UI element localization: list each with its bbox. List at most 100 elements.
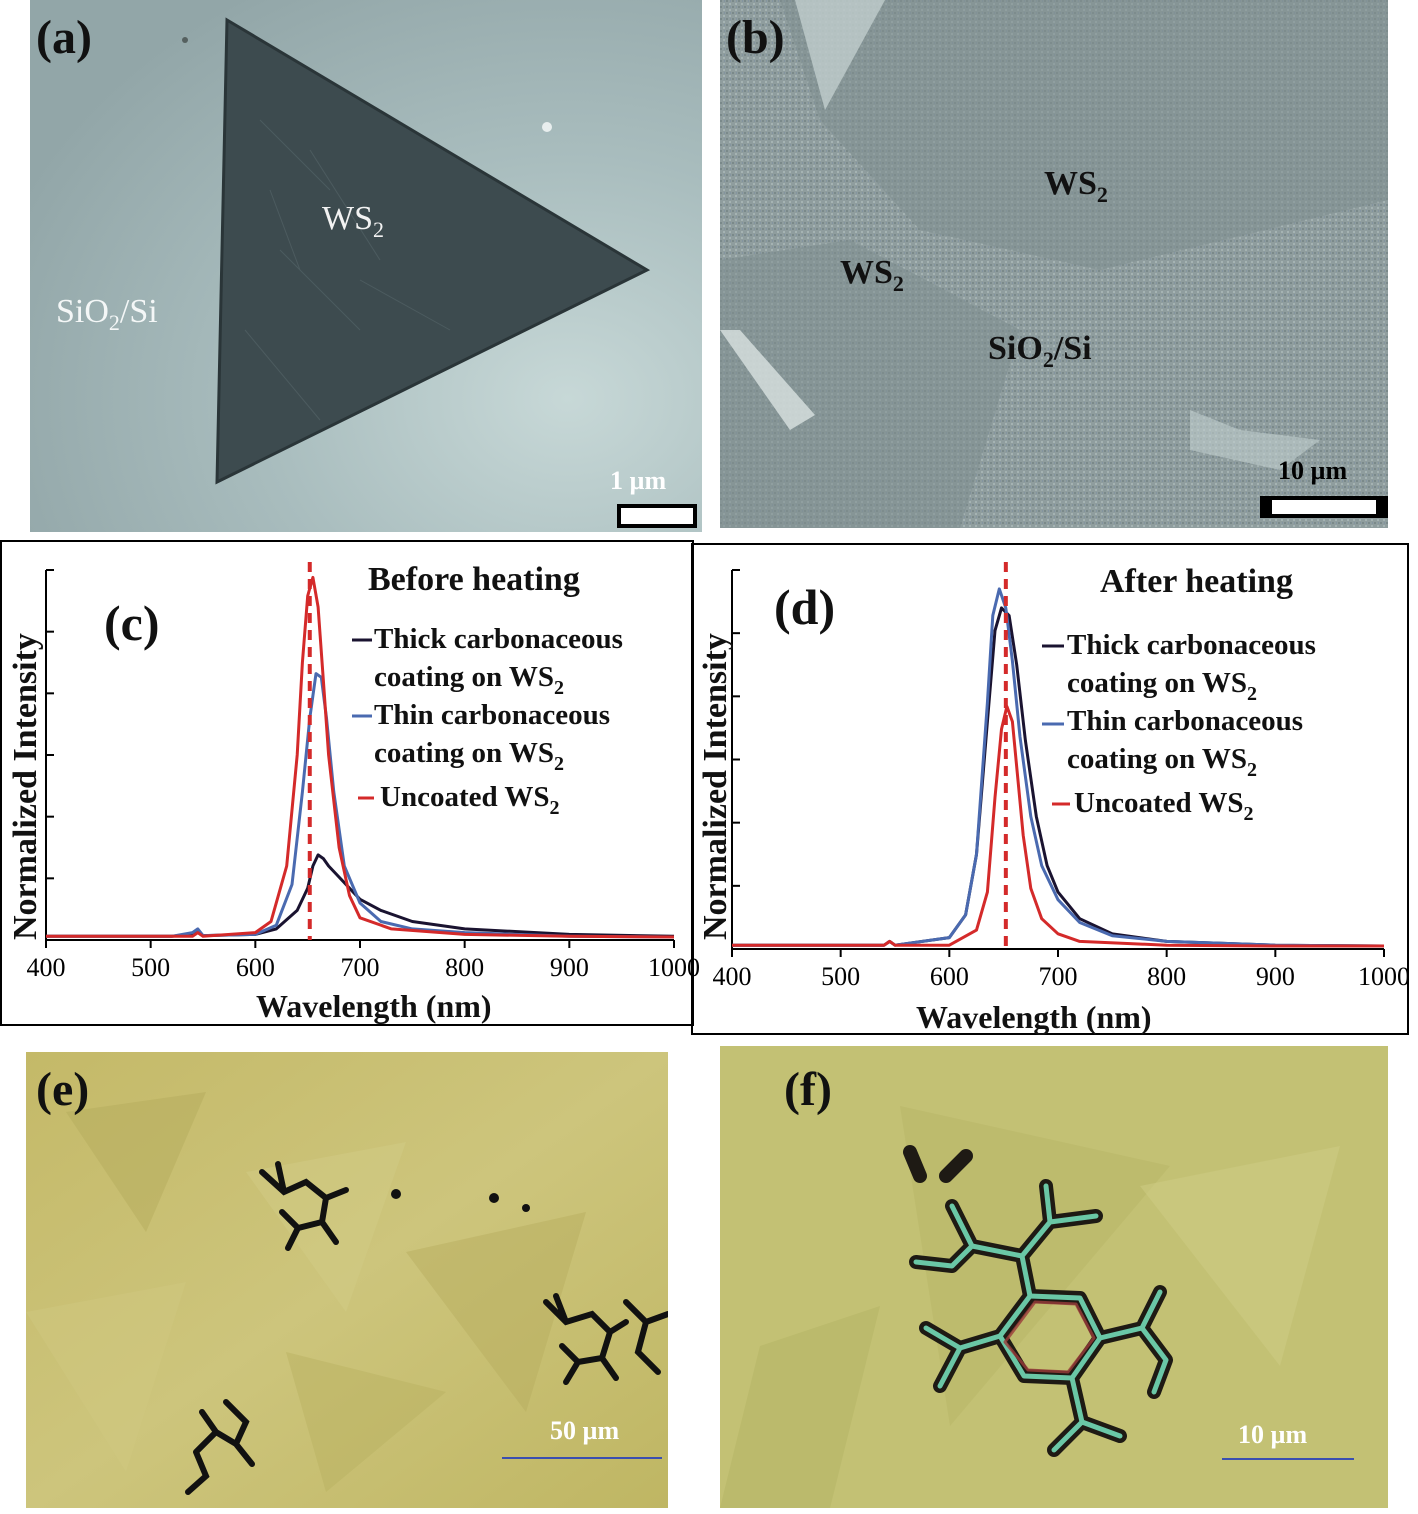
legend-thick-subscript: 2 (554, 677, 564, 699)
legend-thin-line2-text: coating on WS (1067, 743, 1247, 775)
x-tick-label: 800 (445, 953, 484, 982)
chart-d-title: After heating (1100, 563, 1293, 600)
ws2-flake-region (780, 0, 1388, 270)
legend-uncoated-line1: Uncoated WS2 (380, 781, 559, 819)
legend-uncoated-subscript: 2 (1243, 803, 1253, 825)
panel-b-label: (b) (726, 11, 785, 64)
substrate-text-end: /Si (1053, 330, 1092, 367)
panel-f-scale-bar (1222, 1458, 1354, 1460)
particle (522, 1204, 530, 1212)
ws2-text: WS (322, 200, 373, 237)
ws2-subscript: 2 (373, 216, 384, 242)
panel-e-scale-text: 50 µm (550, 1416, 620, 1445)
legend-uncoated-line1: Uncoated WS2 (1074, 787, 1253, 825)
x-tick-label: 500 (131, 953, 170, 982)
ws2-subscript: 2 (892, 270, 904, 296)
ws2-triangle-flake (217, 20, 647, 482)
chart-d-legend: Thick carbonaceous coating on WS2 Thin c… (1042, 629, 1316, 825)
ws2-flake-outline (406, 1212, 586, 1412)
legend-thin-line2: coating on WS2 (374, 737, 564, 775)
bright-edge (795, 0, 885, 110)
ws2-flake-region (720, 240, 1020, 528)
panel-a-ws2-label: WS2 (322, 200, 384, 243)
panel-f: (f) 10 µm (720, 1046, 1388, 1508)
x-tick-label: 700 (341, 953, 380, 982)
legend-uncoated-text: Uncoated WS (1074, 787, 1243, 819)
legend-thin-line1: Thin carbonaceous (374, 699, 610, 731)
panel-e-label: (e) (36, 1063, 90, 1116)
chart-c-panel-label: (c) (104, 595, 160, 651)
chart-d-xlabel: Wavelength (nm) (916, 999, 1152, 1035)
panel-b-image (720, 0, 1388, 528)
chart-c-title: Before heating (368, 561, 580, 598)
series-line-1 (732, 587, 1385, 948)
x-tick-label: 900 (1256, 962, 1295, 991)
panel-f-label: (f) (784, 1063, 832, 1116)
ws2-flake-outline (26, 1282, 186, 1472)
panel-b-ws2-label-upper: WS2 (1044, 165, 1108, 208)
substrate-subscript: 2 (1042, 346, 1054, 372)
dendrite-network (903, 1145, 1173, 1457)
dendrite-cluster (185, 1161, 668, 1495)
substrate-subscript: 2 (108, 309, 120, 335)
x-tick-label: 600 (930, 962, 969, 991)
x-tick-label: 800 (1147, 962, 1186, 991)
bright-edge (1190, 410, 1320, 470)
series-line-2 (46, 575, 675, 939)
panel-a-scale-text: 1 µm (610, 466, 667, 495)
bright-edge (720, 330, 815, 430)
legend-thick-line1: Thick carbonaceous (374, 623, 623, 655)
legend-thick-line2: coating on WS2 (374, 661, 564, 699)
legend-thin-line1: Thin carbonaceous (1067, 705, 1303, 737)
x-tick-label: 400 (27, 953, 66, 982)
legend-thin-line2: coating on WS2 (1067, 743, 1257, 781)
panel-b-scale-bar (1260, 496, 1388, 518)
legend-thick-line2: coating on WS2 (1067, 667, 1257, 705)
ws2-flake-outline (1140, 1146, 1340, 1366)
chart-d-frame (691, 543, 1409, 1035)
particle (489, 1193, 499, 1203)
series-line-1 (46, 672, 675, 939)
panel-b-ws2-label-left: WS2 (840, 254, 904, 297)
particle (391, 1189, 401, 1199)
series-line-0 (46, 853, 675, 938)
chart-c-before-heating: 400 500 600 700 800 900 1000 (c) Before heatin… (0, 540, 700, 1026)
substrate-text: SiO (988, 330, 1043, 367)
dust-particle (182, 37, 188, 43)
legend-thick-line1: Thick carbonaceous (1067, 629, 1316, 661)
chart-c-xlabel: Wavelength (nm) (256, 988, 492, 1024)
x-tick-label: 1000 (1358, 962, 1410, 991)
legend-thick-subscript: 2 (1247, 683, 1257, 705)
x-tick-label: 900 (550, 953, 589, 982)
legend-uncoated-subscript: 2 (549, 797, 559, 819)
chart-d-after-heating: 400 500 600 700 800 900 1000 (d) After heating… (691, 543, 1410, 1035)
ws2-flake-outline (286, 1352, 446, 1492)
legend-thick-line2-text: coating on WS (374, 661, 554, 693)
ws2-flake-outline (720, 1306, 880, 1508)
legend-uncoated-text: Uncoated WS (380, 781, 549, 813)
panel-a-label: (a) (36, 11, 92, 64)
chart-d-panel-label: (d) (774, 579, 835, 635)
panel-a: (a) WS2 SiO2/Si 1 µm (30, 0, 702, 532)
x-tick-label: 600 (236, 953, 275, 982)
dust-particle (542, 122, 552, 132)
panel-e-image (26, 1052, 668, 1508)
ws2-dendritic-texture (244, 119, 451, 421)
ws2-triangle-edge (215, 17, 651, 485)
legend-thin-subscript: 2 (554, 753, 564, 775)
series-line-2 (732, 704, 1384, 948)
panel-b-substrate-label: SiO2/Si (988, 330, 1092, 373)
panel-e-scale-bar (502, 1457, 662, 1459)
ws2-text: WS (1044, 165, 1097, 202)
legend-thin-subscript: 2 (1247, 759, 1257, 781)
substrate-text: SiO (56, 293, 109, 330)
panel-b: (b) WS2 WS2 SiO2/Si 10 µm (720, 0, 1388, 528)
panel-b-scale-text: 10 µm (1278, 456, 1348, 485)
x-tick-label: 500 (821, 962, 860, 991)
ws2-subscript: 2 (1096, 181, 1108, 207)
chart-d-ylabel: Normalized Intensity (697, 633, 734, 940)
chart-c-ylabel: Normalized Intensity (7, 633, 44, 940)
ws2-flake-outline (66, 1092, 206, 1232)
panel-a-substrate-label: SiO2/Si (56, 293, 158, 336)
chart-c-legend: Thick carbonaceous coating on WS2 Thin c… (352, 623, 623, 819)
